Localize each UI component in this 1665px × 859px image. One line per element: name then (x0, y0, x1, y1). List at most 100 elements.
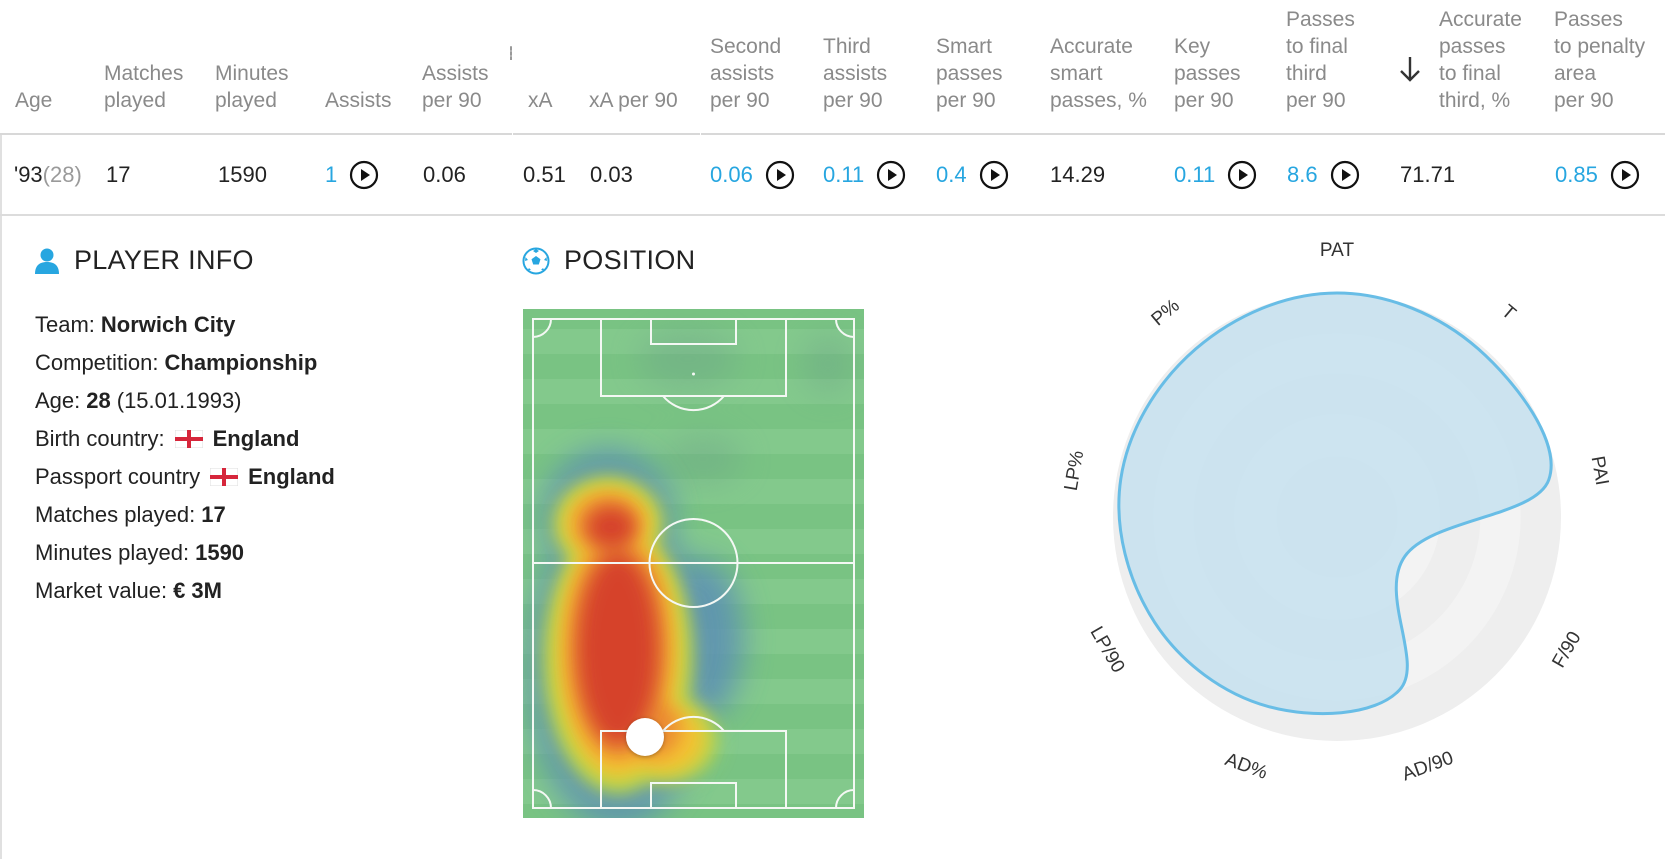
header-xa[interactable]: xA (528, 89, 553, 112)
cell-key-passes: 0.11 (1174, 160, 1257, 190)
left-border (0, 135, 2, 859)
cell-age: '93(28) (14, 160, 82, 190)
info-age: Age: 28 (15.01.1993) (35, 382, 335, 420)
cell-third-assists: 0.11 (823, 160, 906, 190)
radar-axis-label: PAT (1320, 240, 1355, 261)
accurate-smart-passes-value: 14.29 (1050, 162, 1106, 187)
header-accurate-passes-to-final-third[interactable]: Accurate passes to final third, % (1439, 8, 1522, 112)
radar-shape (1117, 291, 1553, 716)
key-passes-link[interactable]: 0.11 (1174, 162, 1216, 187)
position-heatmap (523, 309, 864, 818)
cell-passes-final-third: 8.6 (1287, 160, 1360, 190)
cell-accurate-final-third: 71.71 (1400, 160, 1455, 190)
passes-penalty-area-link[interactable]: 0.85 (1555, 162, 1598, 187)
market-value-label: Market value: (35, 578, 168, 603)
info-birth-country: Birth country: England (35, 420, 335, 458)
play-circle-icon[interactable] (979, 160, 1009, 190)
header-second-assists-per-90[interactable]: Second assists per 90 (710, 35, 782, 112)
age-year: '93 (14, 162, 43, 187)
position-heading: POSITION (522, 245, 695, 276)
cell-smart-passes: 0.4 (936, 160, 1009, 190)
radar-axis-label: LP% (1061, 449, 1089, 492)
assists-per-90-value: 0.06 (423, 162, 466, 187)
header-accurate-smart-passes[interactable]: Accurate smart passes, % (1050, 35, 1147, 112)
header-key-passes-per-90[interactable]: Key passes per 90 (1174, 35, 1241, 112)
cell-xa-per-90: 0.03 (590, 160, 633, 190)
radar-chart: PAT T PAI F/90 AD/90 AD% LP/90 LP% P% (1061, 240, 1613, 786)
play-circle-icon[interactable] (1227, 160, 1257, 190)
age-value: 28 (86, 388, 111, 413)
header-third-assists-per-90[interactable]: Third assists per 90 (823, 35, 888, 112)
person-icon (35, 248, 59, 274)
cell-assists-per-90: 0.06 (423, 160, 466, 190)
competition-label: Competition: (35, 350, 159, 375)
player-info-list: Team: Norwich City Competition: Championsh… (35, 306, 335, 610)
passport-country-value: England (248, 464, 335, 489)
player-info-title: PLAYER INFO (74, 245, 254, 275)
second-assists-link[interactable]: 0.06 (710, 162, 753, 187)
radar-axis-label: T (1497, 301, 1520, 325)
radar-axis-label: PAI (1587, 455, 1613, 487)
player-position-marker (626, 718, 664, 756)
soccer-ball-icon (522, 247, 550, 274)
radar-axis-label: AD/90 (1399, 748, 1456, 786)
cell-accurate-smart-passes: 14.29 (1050, 160, 1105, 190)
heat-red (578, 507, 658, 744)
passport-country-label: Passport country (35, 464, 201, 489)
age-years: (28) (42, 162, 82, 187)
play-circle-icon[interactable] (349, 160, 379, 190)
info-matches: Matches played: 17 (35, 496, 335, 534)
competition-value: Championship (164, 350, 318, 375)
header-passes-to-final-third-per-90[interactable]: Passes to final third per 90 (1286, 8, 1355, 112)
minutes-value: 1590 (218, 162, 267, 187)
header-assists-per-90[interactable]: Assists per 90 (422, 62, 489, 112)
play-circle-icon[interactable] (765, 160, 795, 190)
assists-link[interactable]: 1 (325, 162, 338, 187)
play-circle-icon[interactable] (1330, 160, 1360, 190)
cell-passes-penalty-area: 0.85 (1555, 160, 1640, 190)
header-passes-to-penalty-area-per-90[interactable]: Passes to penalty area per 90 (1554, 8, 1646, 112)
radar-axis-label: P% (1148, 295, 1184, 330)
play-circle-icon[interactable] (876, 160, 906, 190)
radar-axis-label: LP/90 (1086, 623, 1129, 677)
age-label: Age: (35, 388, 81, 413)
player-info-heading: PLAYER INFO (34, 245, 254, 276)
info-passport-country: Passport country England (35, 458, 335, 496)
info-team: Team: Norwich City (35, 306, 335, 344)
third-assists-link[interactable]: 0.11 (823, 162, 865, 187)
cell-second-assists: 0.06 (710, 160, 795, 190)
row-divider (0, 214, 1665, 216)
header-divider (0, 133, 1665, 135)
info-competition: Competition: Championship (35, 344, 335, 382)
header-matches-played[interactable]: Matches played (104, 62, 184, 112)
header-minutes-played[interactable]: Minutes played (215, 62, 289, 112)
header-assists[interactable]: Assists (325, 89, 392, 112)
accurate-final-third-value: 71.71 (1400, 162, 1456, 187)
cell-assists: 1 (325, 160, 379, 190)
column-separator (700, 132, 701, 135)
column-resize-handle[interactable] (510, 46, 512, 60)
table-header: Age Matches played Minutes played Assist… (0, 0, 1665, 134)
info-market-value: Market value: € 3M (35, 572, 335, 610)
birth-country-label: Birth country: (35, 426, 165, 451)
matches-label: Matches played: (35, 502, 196, 527)
passes-final-third-link[interactable]: 8.6 (1287, 162, 1318, 187)
england-flag-icon (174, 430, 203, 448)
cell-minutes: 1590 (218, 160, 267, 190)
radar-axis-label: AD% (1222, 749, 1270, 784)
info-minutes: Minutes played: 1590 (35, 534, 335, 572)
header-smart-passes-per-90[interactable]: Smart passes per 90 (936, 35, 1003, 112)
matches-played-value: 17 (201, 502, 226, 527)
birth-country-value: England (212, 426, 300, 451)
team-label: Team: (35, 312, 95, 337)
play-circle-icon[interactable] (1610, 160, 1640, 190)
smart-passes-link[interactable]: 0.4 (936, 162, 967, 187)
column-separator (512, 132, 513, 135)
xa-value: 0.51 (523, 162, 566, 187)
birth-date: (15.01.1993) (116, 388, 242, 413)
cell-xa: 0.51 (523, 160, 566, 190)
header-xa-per-90[interactable]: xA per 90 (589, 89, 678, 112)
header-age[interactable]: Age (15, 89, 53, 112)
radar-axis-label: F/90 (1548, 628, 1585, 671)
arrow-down-icon[interactable] (1397, 54, 1423, 84)
